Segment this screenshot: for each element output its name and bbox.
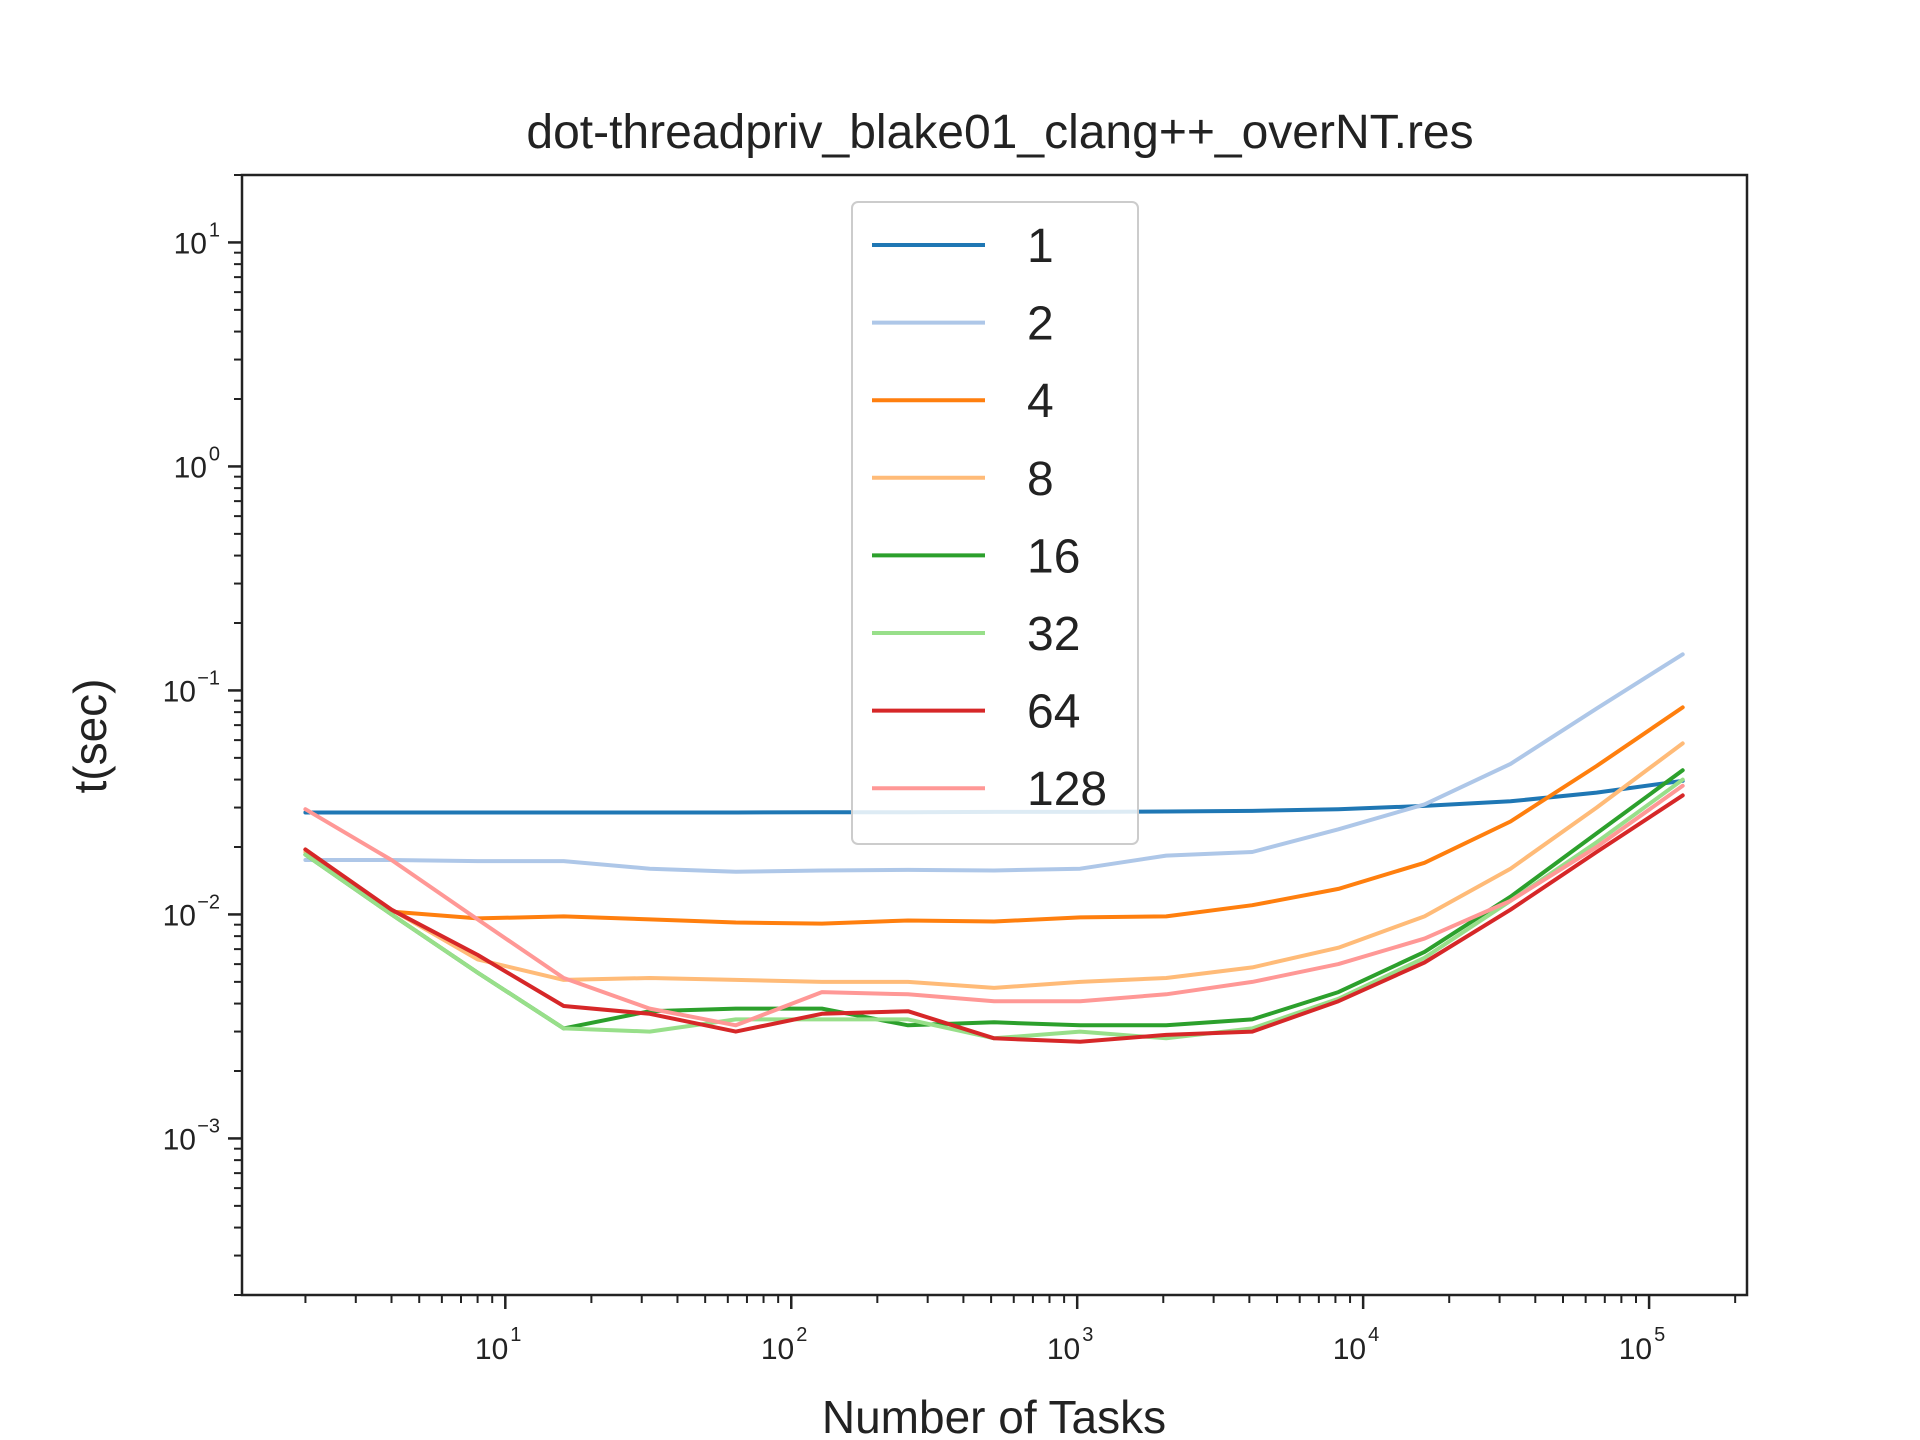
legend-box — [851, 201, 1139, 845]
x-tick-exponent: 2 — [796, 1324, 807, 1346]
y-tick-base: 10 — [163, 1123, 196, 1156]
legend-entry-16: 16 — [872, 530, 1080, 583]
y-tick-label: 010 — [174, 443, 220, 484]
legend-entry-4: 4 — [872, 375, 1054, 428]
legend-entry-8: 8 — [872, 453, 1054, 506]
x-tick-label: 10 5 — [1619, 1324, 1666, 1366]
y-tick-exponent: −2 — [197, 891, 220, 913]
series-line-64 — [303, 793, 1685, 1044]
x-tick-base: 10 — [1333, 1333, 1366, 1366]
y-tick-label: 110 — [174, 219, 220, 260]
legend-label: 2 — [1027, 298, 1054, 351]
y-tick-label: −110 — [163, 667, 220, 708]
y-tick-label: −310 — [163, 1115, 220, 1156]
series-line-4 — [303, 705, 1685, 926]
x-tick-base: 10 — [475, 1333, 508, 1366]
y-tick-base: 10 — [174, 451, 207, 484]
y-tick-exponent: −1 — [197, 667, 220, 689]
series-line-128 — [303, 783, 1685, 1028]
x-tick-label: 10 4 — [1333, 1324, 1380, 1366]
x-tick-base: 10 — [761, 1333, 794, 1366]
series-line-2 — [303, 652, 1685, 874]
x-axis: 10 1 10 2 10 3 10 4 10 5 — [304, 1295, 1737, 1366]
legend-label: 8 — [1027, 453, 1054, 506]
legend-label: 64 — [1027, 686, 1080, 739]
y-axis-label: t(sec) — [64, 679, 116, 794]
x-tick-label: 10 3 — [1047, 1324, 1094, 1366]
x-tick-label: 10 2 — [761, 1324, 808, 1366]
x-tick-exponent: 3 — [1082, 1324, 1093, 1346]
series-layer — [303, 652, 1685, 1044]
y-tick-base: 10 — [163, 675, 196, 708]
legend-label: 32 — [1027, 608, 1080, 661]
x-axis-label: Number of Tasks — [822, 1391, 1166, 1440]
y-tick-base: 10 — [174, 227, 207, 260]
plot-frame — [240, 173, 1749, 1297]
x-tick-base: 10 — [1047, 1333, 1080, 1366]
x-tick-base: 10 — [1619, 1333, 1652, 1366]
legend-entry-2: 2 — [872, 298, 1054, 351]
y-tick-base: 10 — [163, 899, 196, 932]
legend-label: 128 — [1027, 763, 1107, 816]
y-tick-exponent: 1 — [209, 219, 220, 241]
legend-label: 4 — [1027, 375, 1054, 428]
legend-entry-32: 32 — [872, 608, 1080, 661]
legend-entry-1: 1 — [872, 220, 1054, 273]
legend-label: 16 — [1027, 530, 1080, 583]
y-tick-exponent: −3 — [197, 1115, 220, 1137]
legend: 1 2 4 8 16 32 64 128 — [851, 201, 1139, 845]
legend-entry-128: 128 — [872, 763, 1107, 816]
x-tick-exponent: 1 — [510, 1324, 521, 1346]
x-tick-exponent: 5 — [1654, 1324, 1665, 1346]
x-tick-exponent: 4 — [1368, 1324, 1379, 1346]
legend-label: 1 — [1027, 220, 1054, 273]
y-tick-exponent: 0 — [209, 443, 220, 465]
legend-entry-64: 64 — [872, 686, 1080, 739]
chart-title: dot-threadpriv_blake01_clang++_overNT.re… — [526, 106, 1473, 159]
y-tick-label: −210 — [163, 891, 220, 932]
series-line-8 — [303, 741, 1685, 990]
x-tick-label: 10 1 — [475, 1324, 522, 1366]
